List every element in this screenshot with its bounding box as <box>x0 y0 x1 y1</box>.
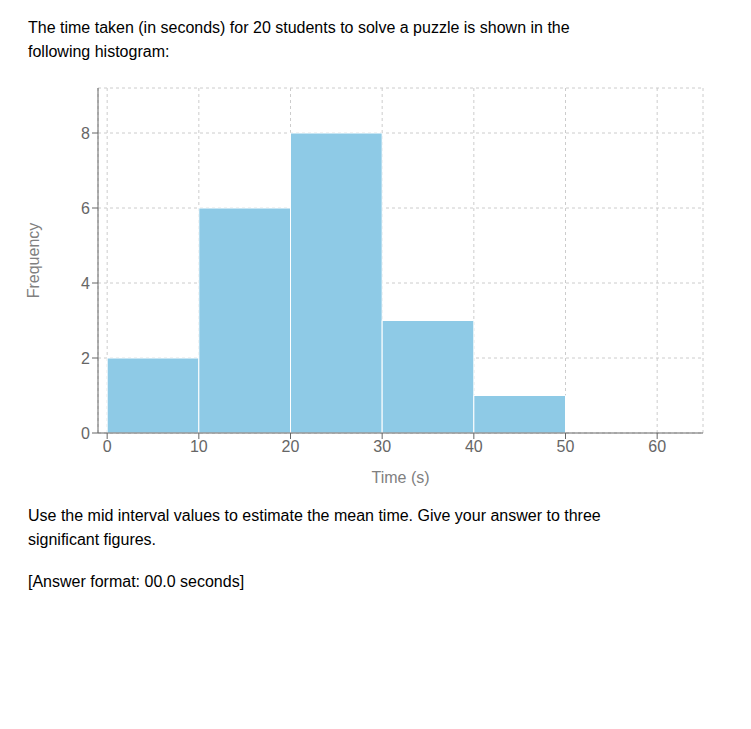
html-text:The time taken (in seconds) fo: The time taken (in seconds) for 20 stude… <box>28 19 570 36</box>
html-text:[Answer format: 00.0 seconds]: [Answer format: 00.0 seconds] <box>28 573 245 590</box>
svg-text:8: 8 <box>81 125 90 142</box>
html-text:following histogram:: following histogram: <box>28 43 170 60</box>
svg-text:30: 30 <box>373 438 391 455</box>
html-text:Use the mid interval values to: Use the mid interval values to estimate … <box>28 507 601 524</box>
svg-text:2: 2 <box>81 350 90 367</box>
svg-text:Time (s): Time (s) <box>371 469 429 486</box>
svg-text:40: 40 <box>465 438 483 455</box>
svg-text:0: 0 <box>81 425 90 442</box>
svg-text:50: 50 <box>557 438 575 455</box>
svg-text:60: 60 <box>648 438 666 455</box>
svg-text:20: 20 <box>282 438 300 455</box>
svg-text:0: 0 <box>103 438 112 455</box>
svg-text:4: 4 <box>81 275 90 292</box>
svg-text:6: 6 <box>81 200 90 217</box>
svg-text:10: 10 <box>190 438 208 455</box>
svg-text:Frequency: Frequency <box>25 223 42 299</box>
html-text:significant figures.: significant figures. <box>28 531 157 548</box>
